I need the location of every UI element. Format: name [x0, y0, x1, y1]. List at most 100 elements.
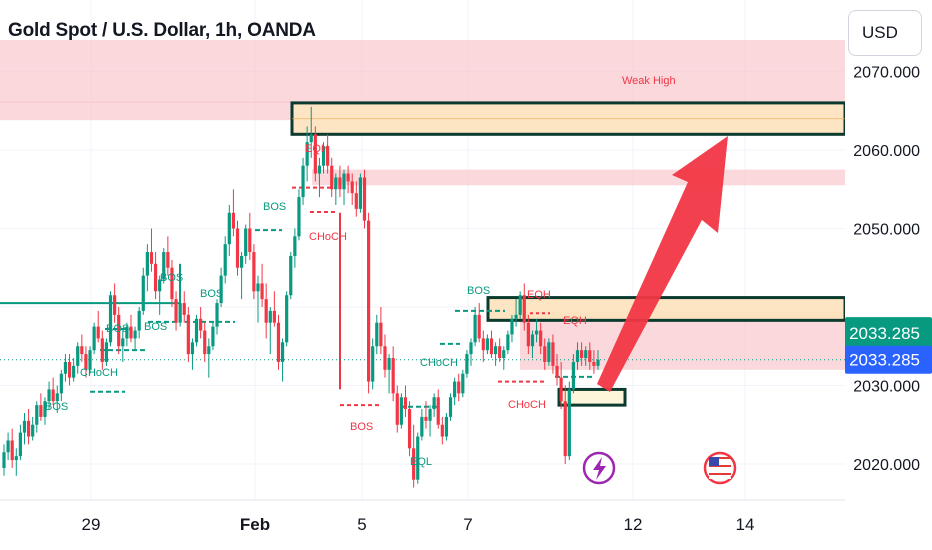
candle[interactable] [293, 236, 297, 256]
candle[interactable] [457, 381, 461, 394]
candle[interactable] [469, 342, 473, 355]
candle[interactable] [432, 397, 436, 410]
candle[interactable] [518, 295, 522, 315]
candle[interactable] [96, 326, 100, 339]
candle[interactable] [227, 212, 231, 245]
candle[interactable] [145, 252, 149, 276]
candle[interactable] [461, 373, 465, 394]
candle[interactable] [424, 416, 428, 421]
candle[interactable] [301, 165, 305, 198]
us-flag-event-icon[interactable] [703, 451, 737, 485]
candle[interactable] [436, 397, 440, 425]
candle[interactable] [358, 177, 362, 209]
candle[interactable] [207, 346, 211, 355]
candle[interactable] [489, 338, 494, 355]
candle[interactable] [39, 405, 43, 417]
candle[interactable] [588, 350, 592, 362]
candle[interactable] [14, 456, 18, 461]
candle[interactable] [6, 440, 10, 453]
candle[interactable] [244, 228, 248, 256]
price-axis[interactable]: 2070.000 2060.000 2050.000 2030.000 2020.000… [845, 0, 932, 550]
candle[interactable] [297, 197, 301, 237]
candle[interactable] [76, 346, 80, 366]
candle[interactable] [125, 326, 129, 339]
candle[interactable] [387, 358, 391, 370]
candle[interactable] [190, 342, 195, 355]
candle[interactable] [498, 346, 502, 359]
candle[interactable] [252, 252, 256, 292]
candle[interactable] [412, 448, 416, 480]
candle[interactable] [338, 177, 342, 190]
candle[interactable] [596, 359, 600, 366]
candle[interactable] [149, 252, 154, 264]
candle[interactable] [211, 326, 215, 347]
candle[interactable] [137, 310, 141, 331]
candle[interactable] [104, 342, 109, 362]
candle[interactable] [567, 389, 571, 457]
candle[interactable] [43, 401, 47, 417]
candle[interactable] [51, 389, 55, 402]
time-axis[interactable]: 29 Feb 5 7 12 14 [0, 499, 845, 534]
candle[interactable] [100, 338, 104, 362]
candle[interactable] [117, 314, 121, 347]
candle[interactable] [285, 295, 289, 343]
candle[interactable] [305, 142, 309, 166]
candle[interactable] [248, 228, 252, 253]
candle[interactable] [334, 177, 338, 190]
candle[interactable] [170, 267, 174, 300]
candle[interactable] [203, 330, 207, 355]
candle[interactable] [440, 424, 444, 437]
candle[interactable] [317, 165, 322, 174]
candle[interactable] [584, 350, 588, 359]
candle[interactable] [407, 409, 412, 449]
candle[interactable] [92, 326, 96, 351]
candle[interactable] [182, 303, 186, 315]
candle[interactable] [395, 393, 399, 425]
candle[interactable] [571, 361, 576, 390]
candle[interactable] [416, 436, 420, 480]
candle[interactable] [526, 322, 530, 347]
candle[interactable] [121, 338, 125, 347]
candle[interactable] [289, 255, 293, 296]
candle[interactable] [321, 146, 326, 166]
event-icons[interactable] [582, 451, 737, 485]
candle[interactable] [199, 318, 203, 331]
candle[interactable] [379, 322, 383, 347]
candle[interactable] [35, 405, 39, 425]
candle[interactable] [477, 314, 481, 339]
candle[interactable] [63, 361, 68, 374]
candle[interactable] [330, 165, 334, 190]
candle[interactable] [493, 346, 498, 355]
candle[interactable] [444, 416, 449, 437]
candle[interactable] [55, 393, 59, 402]
candle[interactable] [67, 361, 72, 378]
candle[interactable] [223, 244, 227, 276]
candle[interactable] [326, 146, 330, 166]
candle[interactable] [31, 424, 35, 437]
candle[interactable] [158, 279, 162, 292]
candle[interactable] [194, 318, 199, 343]
candle[interactable] [215, 303, 219, 327]
candle[interactable] [22, 420, 27, 433]
candle[interactable] [473, 314, 477, 343]
lightning-event-icon[interactable] [582, 451, 616, 485]
candle[interactable] [231, 212, 236, 229]
candle[interactable] [510, 318, 514, 335]
candle[interactable] [465, 354, 469, 374]
candle[interactable] [10, 440, 14, 461]
candle[interactable] [84, 354, 88, 370]
candle[interactable] [575, 350, 580, 362]
candle[interactable] [366, 220, 371, 382]
candle[interactable] [26, 420, 31, 437]
candle[interactable] [162, 252, 166, 280]
candle[interactable] [485, 338, 489, 351]
candle[interactable] [453, 381, 457, 398]
candle[interactable] [264, 299, 268, 323]
currency-button[interactable]: USD [848, 10, 922, 56]
candle[interactable] [178, 303, 182, 323]
candle[interactable] [280, 342, 285, 362]
candle[interactable] [420, 416, 424, 437]
candle[interactable] [391, 358, 395, 394]
candle[interactable] [371, 346, 375, 382]
